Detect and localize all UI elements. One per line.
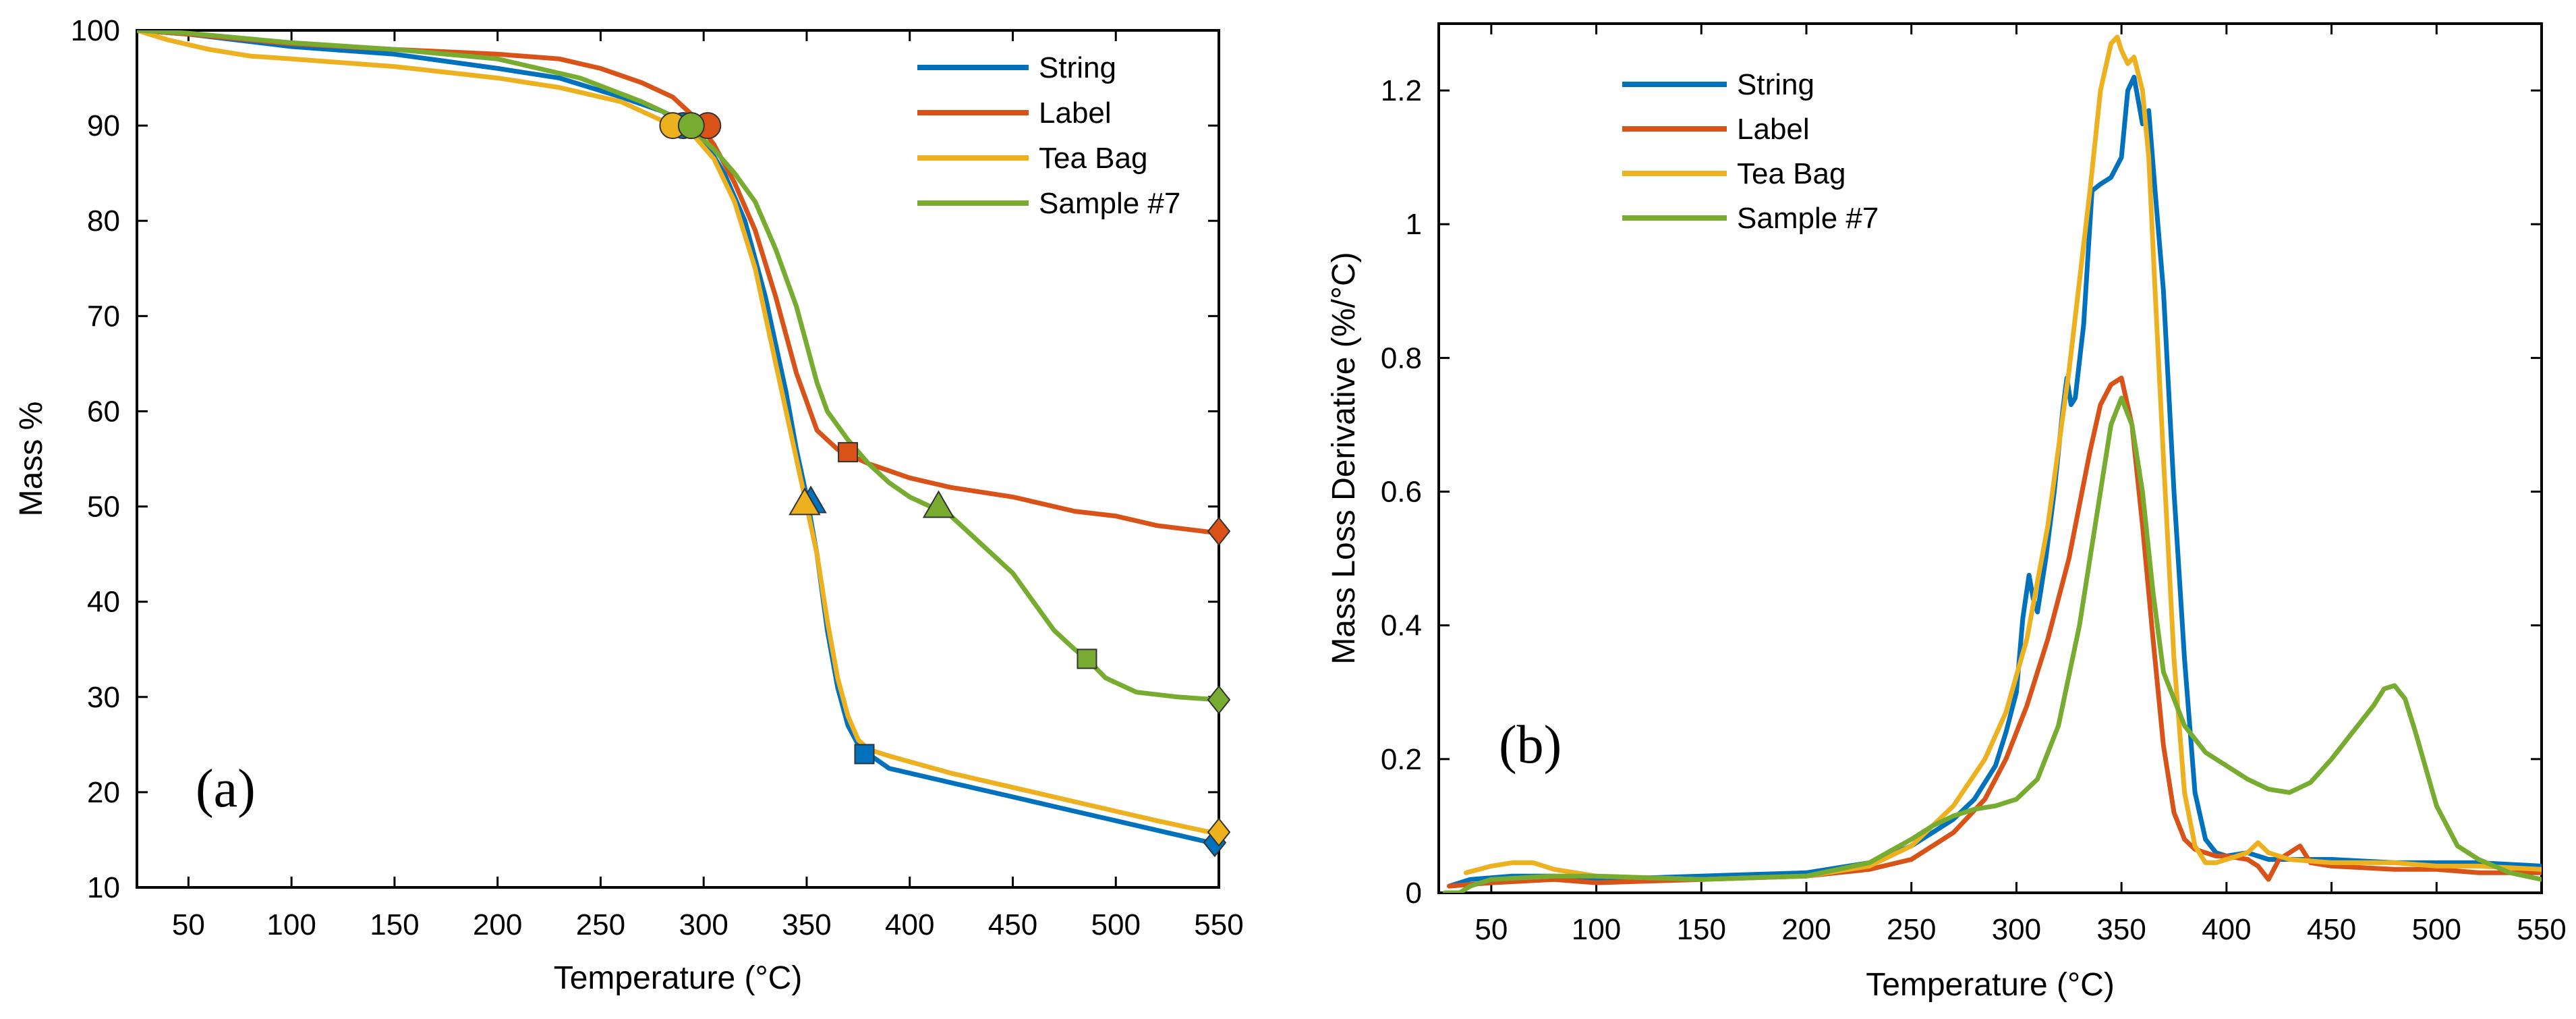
x-tick-label: 100	[1572, 913, 1621, 946]
x-tick-label: 250	[1887, 913, 1936, 946]
y-tick-label: 70	[87, 300, 120, 333]
legend-label-tea-bag: Tea Bag	[1039, 142, 1147, 175]
series-line-string	[1447, 74, 2542, 889]
x-tick-label: 400	[2202, 913, 2251, 946]
x-tick-label: 50	[1475, 913, 1508, 946]
marker-diamond-label	[1207, 516, 1231, 546]
series-line-tea-bag	[137, 30, 1219, 837]
y-tick-label: 0	[1406, 877, 1422, 910]
y-tick-label: 90	[87, 109, 120, 142]
marker-square-sample-7	[1077, 649, 1097, 669]
y-tick-label: 50	[87, 491, 120, 524]
series-line-label	[1447, 375, 2542, 889]
x-tick-label: 200	[1781, 913, 1831, 946]
marker-diamond-sample-7	[1207, 685, 1231, 715]
series-line-label	[137, 30, 1219, 536]
x-axis-label: Temperature (°C)	[554, 960, 803, 996]
y-tick-label: 30	[87, 681, 120, 714]
y-tick-label: 0.6	[1381, 476, 1422, 509]
axes-frame	[136, 29, 1220, 889]
x-tick-label: 300	[679, 908, 728, 941]
y-tick-label: 20	[87, 776, 120, 809]
y-tick-label: 1.2	[1381, 74, 1422, 107]
x-tick-label: 500	[2412, 913, 2461, 946]
y-tick-label: 0.2	[1381, 743, 1422, 776]
x-tick-label: 150	[370, 908, 419, 941]
y-tick-label: 60	[87, 395, 120, 428]
y-axis-label: Mass Loss Derivative (%/°C)	[1326, 252, 1362, 664]
marker-circle-sample-7	[677, 112, 705, 140]
x-tick-label: 100	[266, 908, 316, 941]
legend-label-string: String	[1039, 51, 1116, 84]
y-tick-label: 100	[71, 14, 120, 47]
marker-square-string	[854, 744, 875, 765]
x-tick-label: 400	[885, 908, 934, 941]
y-tick-label: 80	[87, 204, 120, 238]
y-tick-label: 10	[87, 871, 120, 904]
x-tick-label: 350	[782, 908, 831, 941]
marker-square-label	[838, 442, 859, 463]
panel-b: 50 100 150 200 250 300 350 400 450 500 550 0 0.2 0.4 0…	[1326, 22, 2567, 1003]
legend-label-sample-7: Sample #7	[1039, 187, 1180, 220]
legend-label-label: Label	[1737, 113, 1810, 146]
axes-frame	[1437, 22, 2543, 894]
x-tick-label: 450	[2307, 913, 2356, 946]
x-tick-label: 200	[473, 908, 522, 941]
x-tick-label: 450	[988, 908, 1037, 941]
marker-triangle-sample-7	[922, 490, 955, 518]
x-tick-label: 150	[1677, 913, 1726, 946]
marker-diamond-tea-bag	[1207, 817, 1231, 847]
y-tick-label: 40	[87, 586, 120, 619]
legend-label-tea-bag: Tea Bag	[1737, 157, 1845, 190]
x-tick-label: 350	[2096, 913, 2146, 946]
panel-label: (a)	[196, 759, 256, 819]
x-tick-label: 550	[1194, 908, 1243, 941]
series-line-tea-bag	[1464, 34, 2542, 882]
series-line-sample-7	[137, 30, 1219, 703]
x-tick-label: 500	[1091, 908, 1141, 941]
x-tick-label: 50	[172, 908, 205, 941]
x-tick-label: 250	[576, 908, 625, 941]
y-tick-label: 0.4	[1381, 609, 1422, 642]
panel-label: (b)	[1499, 715, 1562, 775]
series-line-sample-7	[1442, 395, 2542, 893]
legend-label-string: String	[1737, 68, 1814, 101]
y-axis-label: Mass %	[13, 402, 49, 517]
y-tick-label: 0.8	[1381, 341, 1422, 375]
legend-label-label: Label	[1039, 97, 1112, 130]
legend-label-sample-7: Sample #7	[1737, 202, 1879, 235]
y-tick-label: 1	[1406, 208, 1422, 241]
x-tick-label: 550	[2517, 913, 2566, 946]
marker-triangle-tea-bag	[789, 487, 821, 516]
x-axis-label: Temperature (°C)	[1866, 967, 2115, 1003]
x-tick-label: 300	[1992, 913, 2041, 946]
panel-a: 50 100 150 200 250 300 350 400 450 500 550 10 20 30 40…	[13, 14, 1244, 996]
